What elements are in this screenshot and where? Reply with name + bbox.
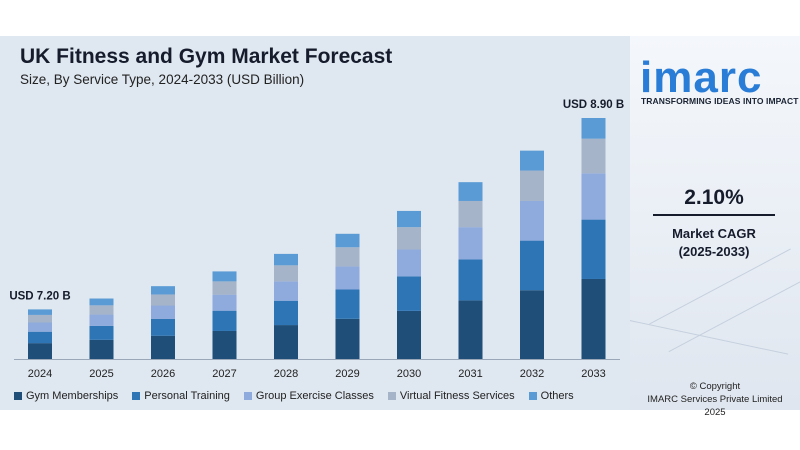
bar-segment-2033-3 <box>581 173 606 220</box>
x-tick-label: 2027 <box>212 368 236 380</box>
bar-segment-2026-3 <box>151 305 175 319</box>
bar-segment-2024-1 <box>28 343 52 359</box>
bar-segment-2026-1 <box>151 335 175 359</box>
x-tick-label: 2025 <box>89 368 113 380</box>
bar-segment-2024-5 <box>28 309 52 315</box>
copyright-notice: © Copyright IMARC Services Private Limit… <box>640 380 790 419</box>
bar-segment-2027-5 <box>212 271 237 282</box>
stacked-bar-chart: 2024 2025 2026 2027 2028 2029 2030 2031 2032 2033… <box>9 99 624 380</box>
legend-item: Gym Memberships <box>14 390 118 402</box>
x-tick-label: 2030 <box>397 368 421 380</box>
legend-swatch <box>387 392 396 400</box>
bar-segment-2031-4 <box>458 200 483 228</box>
bar-segment-2025-5 <box>89 298 114 306</box>
bar-segment-2032-3 <box>520 200 544 241</box>
chart-subtitle: Size, By Service Type, 2024-2033 (USD Bi… <box>20 72 305 87</box>
bar-segment-2025-1 <box>89 339 114 359</box>
chart-title: UK Fitness and Gym Market Forecast <box>20 45 393 68</box>
bar-segment-2028-4 <box>274 265 298 282</box>
cagr-label: Market CAGR (2025-2033) <box>654 225 774 261</box>
cagr-divider <box>653 214 775 216</box>
bar-segment-2028-2 <box>274 300 298 326</box>
brand-tagline: TRANSFORMING IDEAS INTO IMPACT <box>641 96 799 106</box>
bar-segment-2033-2 <box>581 219 606 279</box>
legend-swatch <box>528 392 537 400</box>
x-tick-label: 2032 <box>520 368 544 380</box>
bar-segment-2032-4 <box>520 170 544 201</box>
bar-segment-2028-3 <box>274 281 298 301</box>
bar-segment-2025-2 <box>89 325 114 340</box>
legend-item: Virtual Fitness Services <box>387 390 515 402</box>
x-tick-label: 2026 <box>151 368 175 380</box>
bar-segment-2029-4 <box>335 247 360 267</box>
legend-swatch <box>132 392 141 400</box>
bar-segment-2031-1 <box>458 300 483 359</box>
bar-segment-2033-4 <box>581 138 606 174</box>
copyright-line2: IMARC Services Private Limited 2025 <box>647 394 783 418</box>
cagr-value: 2.10% <box>684 186 744 209</box>
logo-text: imarc <box>640 53 763 102</box>
bar-segment-2030-5 <box>397 210 421 228</box>
bar-segment-2030-2 <box>397 276 421 311</box>
legend-swatch <box>243 392 252 400</box>
copyright-line1: © Copyright <box>689 381 741 392</box>
chart-legend: Gym Memberships Personal Training Group Ex… <box>14 390 574 402</box>
legend-label: Personal Training <box>144 390 230 402</box>
legend-item: Others <box>528 390 574 402</box>
bar-segment-2026-2 <box>151 318 175 336</box>
legend-label: Group Exercise Classes <box>255 390 374 402</box>
bar-segment-2032-2 <box>520 240 544 291</box>
bar-segment-2026-5 <box>151 286 175 295</box>
bar-segment-2024-2 <box>28 331 52 344</box>
value-annotation: USD 8.90 B <box>563 99 624 111</box>
bar-segment-2031-5 <box>458 182 483 201</box>
bar-segment-2030-3 <box>397 249 421 277</box>
bar-segment-2030-1 <box>397 310 421 359</box>
legend-label: Others <box>540 390 574 402</box>
decorative-line <box>630 318 789 355</box>
bar-segment-2026-4 <box>151 294 175 306</box>
value-annotation: USD 7.20 B <box>9 290 70 302</box>
bar-segment-2031-3 <box>458 227 483 260</box>
bar-segment-2027-1 <box>212 330 237 359</box>
bar-segment-2032-5 <box>520 150 544 171</box>
bar-segment-2033-5 <box>581 118 606 139</box>
bar-segment-2031-2 <box>458 259 483 301</box>
bar-segment-2029-5 <box>335 233 360 248</box>
bar-segment-2028-1 <box>274 325 298 359</box>
bar-segment-2029-1 <box>335 318 360 359</box>
legend-swatch <box>14 392 22 400</box>
legend-label: Gym Memberships <box>26 390 119 402</box>
bar-segment-2029-3 <box>335 266 360 290</box>
bar-segment-2029-2 <box>335 289 360 319</box>
bar-segment-2025-4 <box>89 305 114 315</box>
imarc-logo: imarc <box>640 56 762 100</box>
bar-segment-2027-4 <box>212 281 237 295</box>
bar-segment-2024-3 <box>28 322 52 332</box>
bar-segment-2032-1 <box>520 290 544 359</box>
x-tick-label: 2029 <box>335 368 359 380</box>
bar-segment-2033-1 <box>581 278 606 359</box>
x-tick-label: 2031 <box>458 368 482 380</box>
bar-segment-2024-4 <box>28 314 52 323</box>
bar-segment-2028-5 <box>274 253 298 266</box>
legend-item: Personal Training <box>132 390 230 402</box>
bar-segment-2030-4 <box>397 227 421 250</box>
cagr-label-line1: Market CAGR <box>672 226 756 241</box>
bar-segment-2025-3 <box>89 314 114 326</box>
x-tick-label: 2024 <box>28 368 52 380</box>
x-tick-label: 2028 <box>274 368 298 380</box>
legend-item: Group Exercise Classes <box>243 390 374 402</box>
side-panel <box>630 36 800 410</box>
bar-segment-2027-2 <box>212 310 237 331</box>
x-tick-label: 2033 <box>581 368 605 380</box>
bar-segment-2027-3 <box>212 294 237 311</box>
legend-label: Virtual Fitness Services <box>399 390 515 402</box>
cagr-label-line2: (2025-2033) <box>678 244 750 259</box>
